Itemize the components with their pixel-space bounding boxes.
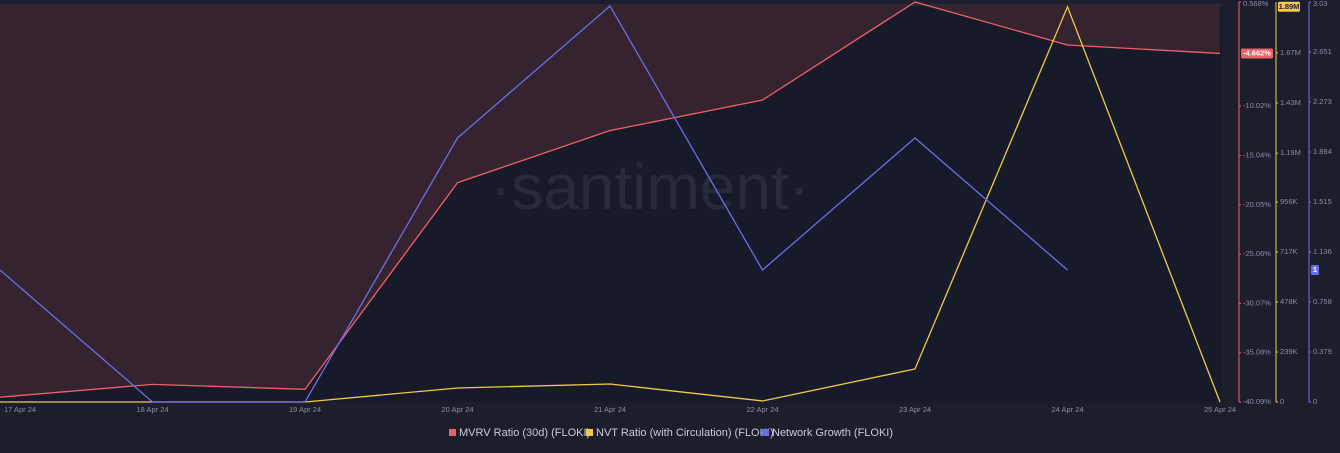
y-tick-label: 2.651 xyxy=(1313,47,1332,56)
y-tick-label: -40.09% xyxy=(1243,397,1271,406)
y-tick-label: 1.19M xyxy=(1280,148,1301,157)
y-tick-label: -10.02% xyxy=(1243,101,1271,110)
x-tick-label: 17 Apr 24 xyxy=(4,405,36,414)
y-tick-label: 956K xyxy=(1280,197,1298,206)
legend-label: NVT Ratio (with Circulation) (FLOKI) xyxy=(596,427,774,439)
watermark: ·santiment· xyxy=(490,151,810,223)
x-tick-label: 18 Apr 24 xyxy=(136,405,168,414)
y-tick-label: 1.43M xyxy=(1280,98,1301,107)
value-tag-label: -4.662% xyxy=(1243,48,1271,57)
y-tick-label: 239K xyxy=(1280,347,1298,356)
y-tick-label: 3.03 xyxy=(1313,0,1328,8)
y-tick-label: 478K xyxy=(1280,297,1298,306)
legend-swatch xyxy=(762,429,769,436)
x-tick-label: 23 Apr 24 xyxy=(899,405,931,414)
y-tick-label: 1.515 xyxy=(1313,197,1332,206)
y-tick-label: 1.67M xyxy=(1280,48,1301,57)
series-line xyxy=(0,1,1221,398)
area-fill xyxy=(0,2,1220,398)
value-tag-label: 1 xyxy=(1313,265,1317,274)
x-tick-label: 21 Apr 24 xyxy=(594,405,626,414)
x-tick-label: 24 Apr 24 xyxy=(1051,405,1083,414)
y-tick-label: 1.894 xyxy=(1313,147,1332,156)
x-tick-label: 22 Apr 24 xyxy=(746,405,778,414)
y-tick-label: -25.06% xyxy=(1243,249,1271,258)
y-tick-label: 0.379 xyxy=(1313,347,1332,356)
y-tick-label: 717K xyxy=(1280,247,1298,256)
value-tag-label: 1.89M xyxy=(1279,2,1300,11)
value-tag xyxy=(1311,264,1319,275)
y-tick-label: 0 xyxy=(1280,397,1284,406)
legend: MVRV Ratio (30d) (FLOKI) NVT Ratio (with … xyxy=(449,427,893,439)
x-tick-label: 20 Apr 24 xyxy=(441,405,473,414)
y-tick-label: -35.08% xyxy=(1243,348,1271,357)
y-tick-label: 0.758 xyxy=(1313,297,1332,306)
y-tick-label: -15.04% xyxy=(1243,151,1271,160)
legend-swatch xyxy=(449,429,456,436)
legend-label: MVRV Ratio (30d) (FLOKI) xyxy=(459,427,590,439)
legend-label: Network Growth (FLOKI) xyxy=(772,427,893,439)
value-tag xyxy=(1241,48,1273,59)
x-tick-label: 19 Apr 24 xyxy=(289,405,321,414)
y-tick-label: -30.07% xyxy=(1243,298,1271,307)
y-tick-label: 0 xyxy=(1313,397,1317,406)
y-tick-label: -20.05% xyxy=(1243,200,1271,209)
legend-swatch xyxy=(586,429,593,436)
y-tick-label: 2.273 xyxy=(1313,97,1332,106)
x-tick-label: 25 Apr 24 xyxy=(1204,405,1236,414)
y-tick-label: 1.136 xyxy=(1313,247,1332,256)
series-line xyxy=(0,4,1068,403)
value-tag xyxy=(1278,1,1300,12)
y-tick-label: 0.568% xyxy=(1243,0,1269,8)
